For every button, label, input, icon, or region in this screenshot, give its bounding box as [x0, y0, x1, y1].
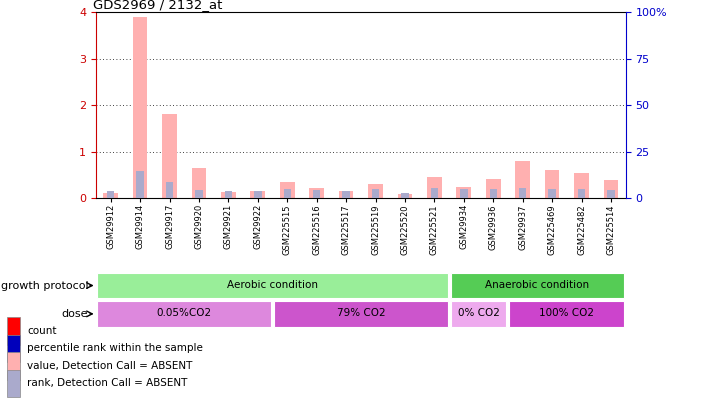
- Bar: [7, 335, 20, 362]
- Bar: [97, 301, 271, 326]
- Bar: [451, 273, 624, 298]
- Text: growth protocol: growth protocol: [1, 281, 88, 290]
- Bar: [456, 187, 471, 198]
- Bar: [137, 171, 144, 198]
- Text: 0% CO2: 0% CO2: [458, 308, 500, 318]
- Bar: [313, 190, 321, 198]
- Bar: [578, 189, 585, 198]
- Bar: [451, 301, 506, 326]
- Text: count: count: [27, 326, 56, 336]
- Bar: [460, 189, 468, 198]
- Bar: [397, 194, 412, 198]
- Bar: [221, 192, 236, 198]
- Bar: [7, 352, 20, 380]
- Text: percentile rank within the sample: percentile rank within the sample: [27, 343, 203, 354]
- Bar: [372, 189, 379, 198]
- Bar: [284, 189, 291, 198]
- Text: Aerobic condition: Aerobic condition: [227, 280, 318, 290]
- Bar: [162, 114, 177, 198]
- Text: rank, Detection Call = ABSENT: rank, Detection Call = ABSENT: [27, 378, 188, 388]
- Bar: [338, 192, 353, 198]
- Bar: [431, 188, 438, 198]
- Bar: [103, 193, 118, 198]
- Bar: [309, 188, 324, 198]
- Text: 79% CO2: 79% CO2: [336, 308, 385, 318]
- Bar: [343, 191, 350, 198]
- Bar: [107, 192, 114, 198]
- Bar: [548, 189, 556, 198]
- Bar: [545, 170, 560, 198]
- Bar: [427, 177, 442, 198]
- Bar: [7, 370, 20, 397]
- Bar: [368, 183, 383, 198]
- Bar: [486, 179, 501, 198]
- Bar: [225, 192, 232, 198]
- Bar: [519, 188, 526, 198]
- Bar: [196, 190, 203, 198]
- Bar: [515, 161, 530, 198]
- Bar: [510, 301, 624, 326]
- Bar: [401, 193, 409, 198]
- Bar: [97, 273, 448, 298]
- Text: 0.05%CO2: 0.05%CO2: [156, 308, 212, 318]
- Text: 100% CO2: 100% CO2: [540, 308, 594, 318]
- Bar: [574, 173, 589, 198]
- Bar: [250, 192, 265, 198]
- Bar: [280, 182, 294, 198]
- Bar: [192, 168, 206, 198]
- Text: dose: dose: [62, 309, 88, 319]
- Text: Anaerobic condition: Anaerobic condition: [486, 280, 589, 290]
- Bar: [254, 192, 262, 198]
- Bar: [166, 182, 173, 198]
- Bar: [607, 190, 614, 198]
- Bar: [490, 189, 497, 198]
- Bar: [133, 17, 147, 198]
- Bar: [274, 301, 448, 326]
- Text: value, Detection Call = ABSENT: value, Detection Call = ABSENT: [27, 361, 193, 371]
- Bar: [7, 317, 20, 345]
- Text: GDS2969 / 2132_at: GDS2969 / 2132_at: [93, 0, 223, 11]
- Bar: [604, 180, 619, 198]
